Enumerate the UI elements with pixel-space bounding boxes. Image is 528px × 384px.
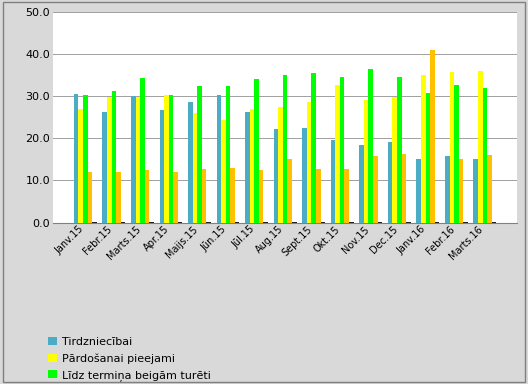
Bar [121,222,125,223]
Bar [278,107,283,223]
Bar [302,127,307,223]
Bar [492,222,496,223]
Bar [197,86,202,223]
Bar [406,222,411,223]
Bar [335,86,340,223]
Bar [344,169,349,223]
Bar [463,222,468,223]
Bar [292,222,297,223]
Bar [226,86,230,223]
Bar [145,170,149,223]
Bar [254,79,259,223]
Bar [402,154,406,223]
Bar [421,75,426,223]
Bar [445,156,449,223]
Bar [188,102,193,223]
Bar [221,120,226,223]
Bar [320,222,325,223]
Bar [369,68,373,223]
Bar [274,129,278,223]
Bar [259,170,263,223]
Bar [316,169,320,223]
Bar [79,109,83,223]
Bar [331,139,335,223]
Bar [478,71,483,223]
Bar [202,169,206,223]
Bar [474,159,478,223]
Bar [116,172,121,223]
Bar [206,222,211,223]
Bar [483,88,487,223]
Bar [459,159,463,223]
Bar [149,222,154,223]
Bar [173,172,178,223]
Bar [131,96,136,223]
Bar [164,95,168,223]
Bar [245,112,250,223]
Bar [449,71,454,223]
Bar [263,222,268,223]
Bar [487,155,492,223]
Bar [454,86,459,223]
Bar [74,94,79,223]
Bar [230,168,235,223]
Bar [216,95,221,223]
Bar [349,222,354,223]
Bar [178,222,182,223]
Bar [88,172,92,223]
Bar [392,97,397,223]
Bar [83,95,88,223]
Bar [140,78,145,223]
Bar [430,50,435,223]
Bar [136,97,140,223]
Bar [426,93,430,223]
Bar [159,109,164,223]
Bar [193,113,197,223]
Bar [364,100,369,223]
Bar [312,73,316,223]
Legend: Tirdzniecībai, Pārdošanai pieejami, Līdz termiņa beigām turēti, Patiespā vērtībā: Tirdzniecībai, Pārdošanai pieejami, Līdz… [43,333,301,384]
Bar [378,222,382,223]
Bar [92,222,97,223]
Bar [340,77,344,223]
Bar [417,159,421,223]
Bar [283,75,287,223]
Bar [388,142,392,223]
Bar [235,222,240,223]
Bar [360,145,364,223]
Bar [102,112,107,223]
Bar [397,77,402,223]
Bar [250,109,254,223]
Bar [435,222,439,223]
Bar [307,103,312,223]
Bar [111,91,116,223]
Bar [168,95,173,223]
Bar [107,97,111,223]
Bar [287,159,292,223]
Bar [373,156,378,223]
